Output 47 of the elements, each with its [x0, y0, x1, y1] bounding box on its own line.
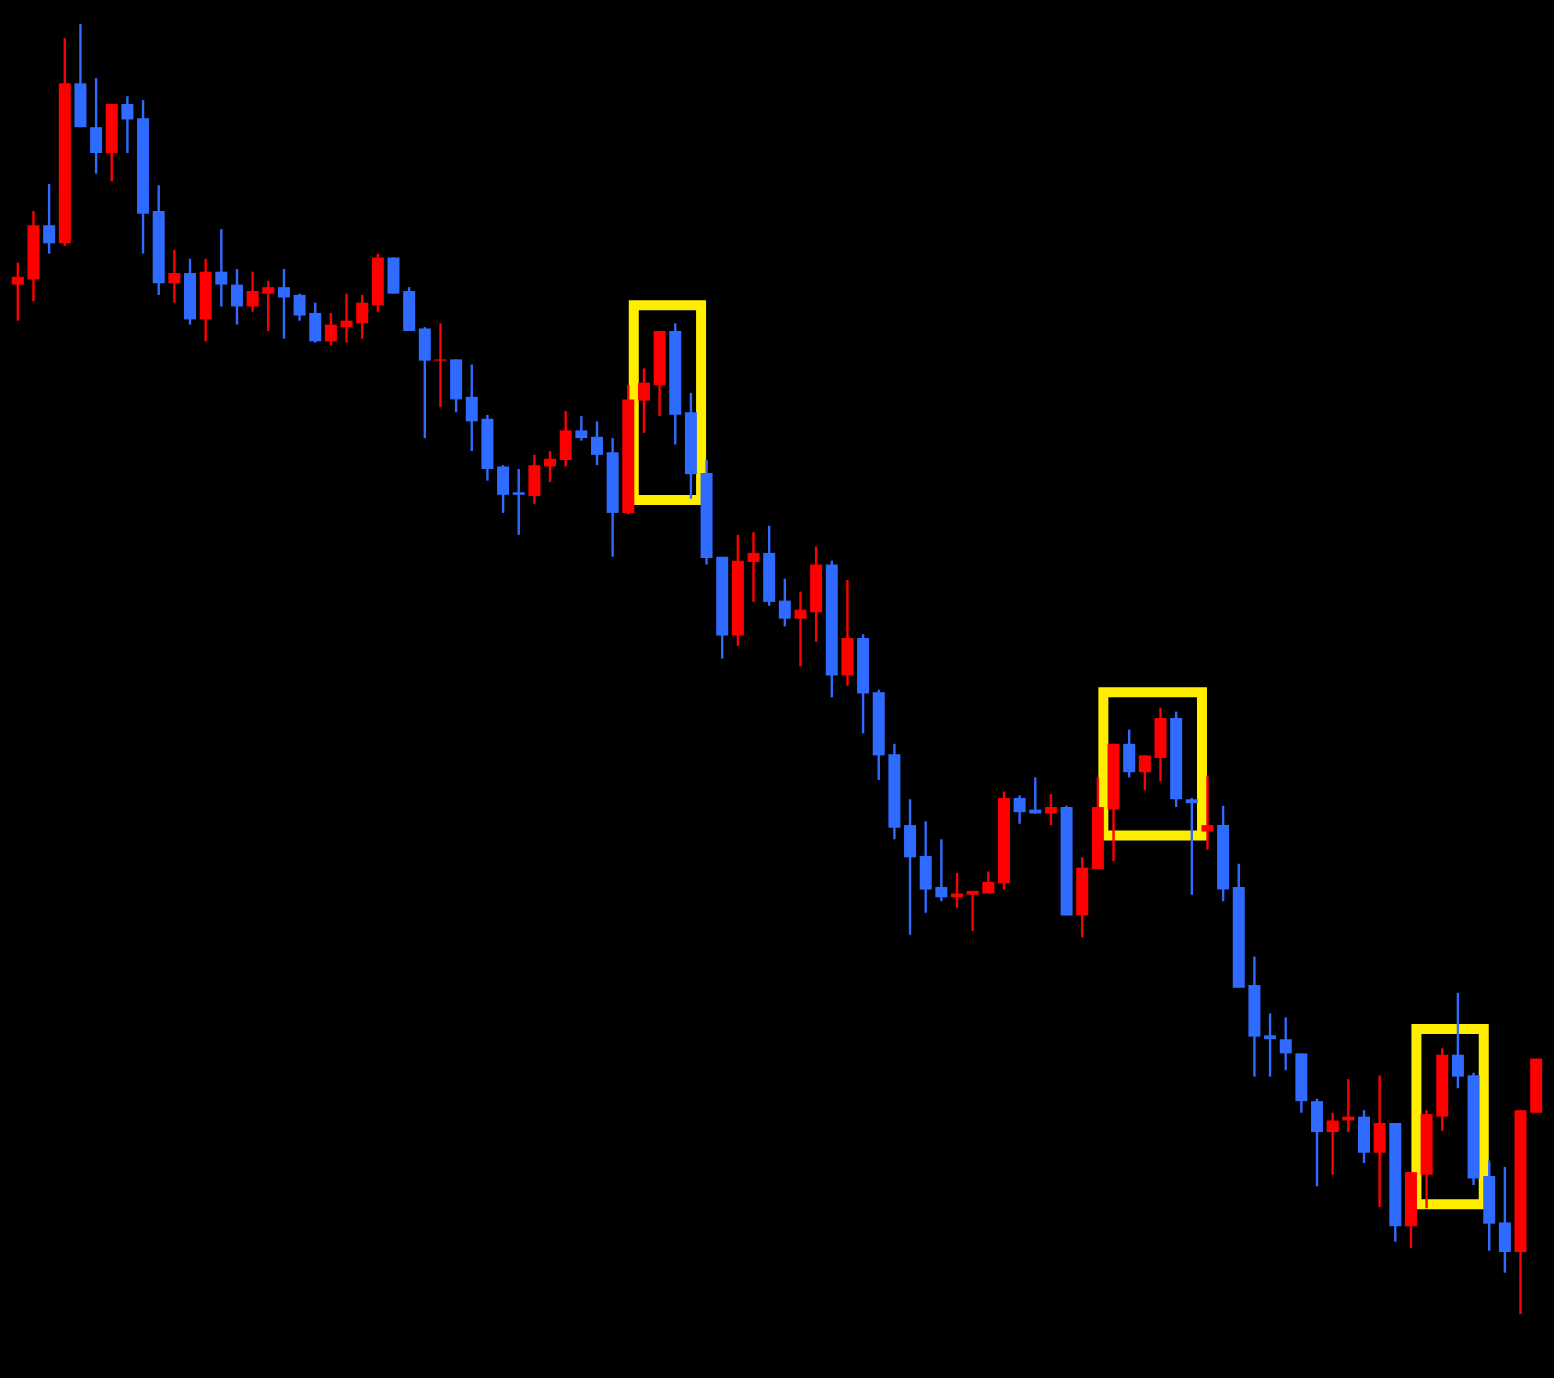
- candlestick: [1076, 856, 1089, 939]
- candlestick: [418, 325, 431, 440]
- candlestick: [90, 76, 103, 175]
- candlestick: [1123, 728, 1136, 779]
- candlestick: [497, 463, 510, 515]
- candlestick: [43, 182, 56, 255]
- candlestick: [590, 420, 603, 467]
- candlestick: [512, 467, 525, 537]
- candlestick: [371, 252, 384, 313]
- candlestick: [528, 453, 541, 506]
- candlestick: [434, 322, 447, 409]
- candlestick: [1451, 991, 1464, 1090]
- candlestick: [168, 248, 181, 304]
- candlestick: [1154, 706, 1167, 783]
- candlestick: [184, 257, 197, 326]
- candlestick: [1295, 1052, 1308, 1114]
- candlestick: [324, 311, 337, 347]
- candlestick: [1044, 792, 1057, 827]
- candlestick: [199, 257, 212, 343]
- candlestick: [1279, 1016, 1292, 1072]
- candlestick: [637, 367, 650, 435]
- candlestick: [951, 871, 964, 909]
- candlestick: [74, 22, 87, 129]
- candlestick: [1311, 1097, 1324, 1188]
- candlestick: [1264, 1012, 1277, 1078]
- candlestick: [1185, 796, 1198, 896]
- candlestick: [559, 409, 572, 468]
- candlestick: [1326, 1111, 1339, 1176]
- candlestick: [1342, 1078, 1355, 1134]
- candlestick: [778, 577, 791, 628]
- candlestick: [215, 227, 228, 308]
- candlestick: [1357, 1108, 1370, 1165]
- candlestick: [575, 414, 588, 442]
- candlestick: [1138, 754, 1151, 792]
- candlestick: [1201, 774, 1214, 851]
- candlestick: [1498, 1165, 1511, 1274]
- candlestick: [794, 590, 807, 668]
- candlestick: [1373, 1074, 1386, 1209]
- candlestick: [544, 449, 557, 484]
- candlestick: [747, 531, 760, 604]
- candlestick: [230, 267, 243, 326]
- candlestick: [450, 358, 463, 414]
- candlestick: [277, 267, 290, 340]
- candlestick: [841, 578, 854, 687]
- candlestick: [904, 798, 917, 936]
- candlestick: [810, 545, 823, 644]
- candlestick: [121, 95, 134, 155]
